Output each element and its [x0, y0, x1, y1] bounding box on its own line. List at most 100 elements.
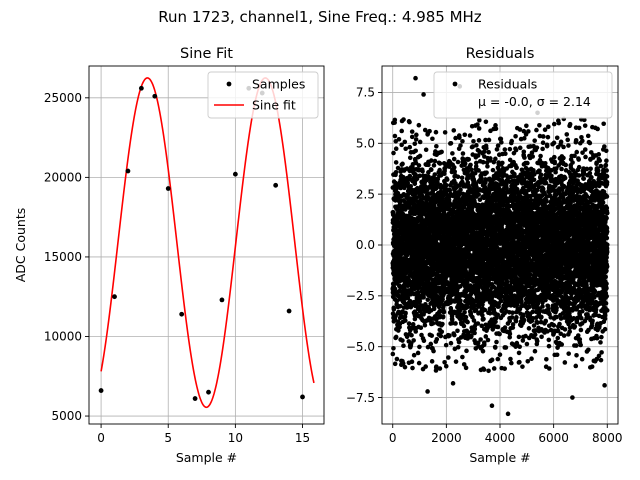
residual-point — [437, 366, 443, 371]
residual-point — [453, 359, 459, 364]
x-tick-label: 4000 — [485, 431, 516, 445]
sine-fit-xlabel: Sample # — [176, 450, 237, 465]
residual-point — [403, 318, 408, 323]
residual-point — [439, 329, 445, 335]
residual-point — [427, 128, 432, 134]
residual-point — [416, 122, 422, 128]
residual-point — [441, 309, 447, 315]
residual-point — [446, 355, 451, 360]
residual-point — [442, 130, 448, 135]
y-tick-label: 25000 — [44, 91, 82, 105]
residual-point — [411, 338, 416, 343]
sample-point — [179, 311, 185, 317]
residual-point — [417, 139, 423, 145]
residual-point — [398, 303, 403, 309]
residual-point — [444, 177, 450, 182]
sample-point — [300, 394, 305, 400]
residual-point — [477, 117, 482, 123]
residual-point — [396, 136, 402, 142]
residual-point — [414, 132, 419, 138]
y-tick-label: −5.0 — [346, 340, 375, 354]
residual-point — [516, 334, 522, 340]
residual-point — [483, 119, 489, 125]
residual-point — [437, 161, 443, 166]
residual-point — [463, 365, 469, 371]
sample-point — [219, 297, 225, 303]
legend-samples-label: Samples — [252, 77, 305, 92]
residual-point — [409, 332, 414, 338]
residual-point — [413, 148, 418, 154]
sample-point — [125, 168, 131, 174]
residual-point — [397, 289, 403, 294]
residual-point — [517, 145, 523, 151]
residual-point — [466, 157, 471, 162]
residual-point — [428, 341, 434, 347]
residual-point — [442, 359, 447, 365]
residual-point — [413, 172, 418, 178]
residual-point — [462, 310, 467, 315]
residual-point — [475, 153, 481, 158]
residual-point — [417, 173, 423, 179]
sine-fit-axes: Sine Fit 0 5 10 15500010000150002000025000 … — [13, 46, 325, 465]
residual-point — [402, 139, 408, 145]
residual-point — [495, 356, 501, 362]
residual-point — [440, 321, 445, 327]
residual-point — [486, 368, 491, 374]
residual-point — [485, 337, 491, 343]
residual-point — [464, 348, 469, 354]
sample-point — [192, 396, 198, 401]
residual-point — [486, 137, 492, 143]
residual-point — [447, 333, 452, 338]
residual-point — [400, 361, 406, 366]
residual-point — [492, 345, 498, 350]
residual-point — [499, 140, 504, 145]
residual-point — [411, 352, 417, 358]
residual-point — [491, 366, 497, 371]
residual-point — [474, 143, 479, 148]
residual-point — [513, 134, 518, 139]
residual-point — [516, 350, 522, 356]
residual-point — [520, 364, 525, 369]
residual-point — [418, 325, 424, 330]
residual-point — [443, 182, 449, 188]
residual-point — [508, 356, 513, 362]
residual-point — [404, 334, 410, 340]
residual-point — [461, 323, 467, 329]
residual-point — [433, 129, 439, 135]
residual-point — [393, 146, 399, 152]
residual-point — [455, 174, 461, 180]
residual-point — [402, 364, 408, 370]
sine-fit-series — [98, 77, 315, 409]
y-tick-label: 7.5 — [356, 86, 375, 100]
residual-point — [416, 360, 422, 366]
residual-point — [484, 145, 489, 151]
residual-point — [517, 127, 523, 132]
residual-point — [422, 127, 428, 133]
residual-point — [462, 132, 468, 138]
residual-point — [407, 119, 412, 125]
residual-point — [497, 352, 503, 357]
sample-point — [138, 85, 144, 91]
residual-point — [467, 133, 473, 138]
residual-point — [453, 321, 458, 326]
residual-point — [497, 331, 502, 337]
residual-point — [456, 339, 462, 345]
residual-point — [514, 165, 519, 170]
residual-point — [393, 170, 399, 175]
residual-point — [431, 348, 436, 354]
y-tick-label: 10000 — [44, 330, 82, 344]
legend-samples-marker — [226, 81, 232, 87]
sine-fit-legend: Samples Sine fit — [207, 71, 319, 119]
residual-point — [485, 164, 490, 169]
residual-point — [500, 160, 505, 166]
residual-point — [503, 151, 508, 157]
residual-point — [521, 317, 527, 323]
residual-point — [403, 310, 408, 316]
residual-point — [451, 156, 457, 162]
residual-point — [421, 295, 426, 300]
residual-point — [480, 348, 486, 354]
residual-point — [507, 331, 513, 337]
sample-point — [98, 388, 104, 393]
residual-point — [487, 310, 493, 316]
